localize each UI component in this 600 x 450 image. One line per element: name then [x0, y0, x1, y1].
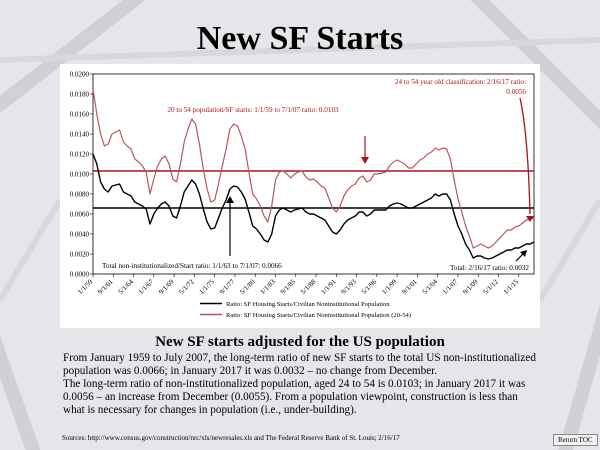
- y-tick-label: 0.0040: [70, 231, 90, 239]
- annotation-red-top: 24 to 54 year old classification: 2/16/1…: [395, 78, 526, 86]
- y-tick-label: 0.0100: [70, 171, 90, 179]
- return-toc-button[interactable]: Return TOC: [553, 434, 598, 446]
- x-tick-label: 1/1/75: [198, 277, 217, 296]
- x-tick-label: 1/1/67: [137, 277, 156, 296]
- y-tick-label: 0.0160: [70, 111, 90, 119]
- y-tick-label: 0.0000: [70, 271, 90, 279]
- annotation-red-mid: 20 to 54 population/SF starts: 1/1/59 to…: [167, 106, 339, 114]
- legend-label: Ratio: SF Housing Starts/Civilian Nonins…: [226, 301, 390, 308]
- x-tick-label: 5/1/12: [482, 277, 501, 296]
- y-tick-label: 0.0180: [70, 91, 90, 99]
- annotation-black-left: Total non-institutionalized/Start ratio:…: [102, 262, 282, 270]
- y-tick-label: 0.0020: [70, 251, 90, 259]
- y-tick-label: 0.0200: [70, 71, 90, 79]
- body-paragraph: The long-term ratio of non-institutional…: [63, 378, 526, 416]
- x-tick-label: 9/1/01: [401, 277, 420, 296]
- x-tick-label: 9/1/69: [157, 277, 176, 296]
- x-tick-label: 1/1/15: [502, 277, 521, 296]
- annotation-black-right: Total: 2/16/17 ratio: 0.0032: [450, 264, 529, 272]
- arrow-red-curve: [519, 97, 531, 215]
- legend-label: Ratio: SF Housing Starts/Civilian Nonins…: [226, 312, 411, 319]
- x-tick-label: 1/1/91: [319, 277, 338, 296]
- x-tick-label: 1/1/59: [76, 277, 95, 296]
- plot-frame: [92, 73, 535, 275]
- chart-series-layer: [92, 88, 535, 260]
- x-tick-label: 9/1/77: [218, 277, 237, 296]
- x-tick-label: 5/1/72: [177, 277, 196, 296]
- x-tick-label: 9/1/93: [340, 277, 359, 296]
- sources-note: Sources: http://www.census.gov/construct…: [62, 434, 400, 442]
- arrowhead-black-up: [226, 196, 234, 203]
- chart-panel: 0.0000 0.0020 0.0040 0.0060 0.0080 0.0100 0.01…: [60, 64, 540, 328]
- slide-title: New SF Starts: [196, 20, 404, 57]
- y-tick-label: 0.0120: [70, 151, 90, 159]
- arrowhead-black-right: [520, 250, 527, 257]
- chart-annotations: 24 to 54 year old classification: 2/16/1…: [102, 78, 534, 272]
- x-tick-label: 5/1/88: [299, 277, 318, 296]
- x-tick-label: 5/1/64: [117, 277, 136, 296]
- x-tick-label: 9/1/61: [96, 277, 115, 296]
- slide-subtitle: New SF starts adjusted for the US popula…: [155, 334, 445, 350]
- series-line-total: [92, 153, 535, 260]
- x-tick-label: 5/1/96: [360, 277, 379, 296]
- line-chart: 0.0000 0.0020 0.0040 0.0060 0.0080 0.0100 0.01…: [70, 71, 535, 319]
- arrowhead-red-down: [361, 157, 369, 164]
- chart-legend: Ratio: SF Housing Starts/Civilian Nonins…: [200, 301, 411, 319]
- y-tick-label: 0.0080: [70, 191, 90, 199]
- arrowhead-red-curve: [526, 216, 534, 222]
- x-tick-label: 1/1/99: [380, 277, 399, 296]
- x-tick-label: 9/1/09: [461, 277, 480, 296]
- x-tick-label: 1/1/07: [441, 277, 460, 296]
- series-line-20-54: [92, 88, 535, 249]
- body-text: From January 1959 to July 2007, the long…: [63, 352, 541, 417]
- y-tick-label: 0.0140: [70, 131, 90, 139]
- x-tick-label: 5/1/80: [238, 277, 257, 296]
- x-tick-label: 5/1/04: [421, 277, 440, 296]
- x-tick-label: 1/1/83: [259, 277, 278, 296]
- y-tick-label: 0.0060: [70, 211, 90, 219]
- x-tick-label: 9/1/85: [279, 277, 298, 296]
- body-paragraph: From January 1959 to July 2007, the long…: [63, 352, 536, 377]
- annotation-red-top-value: 0.0056: [506, 88, 526, 96]
